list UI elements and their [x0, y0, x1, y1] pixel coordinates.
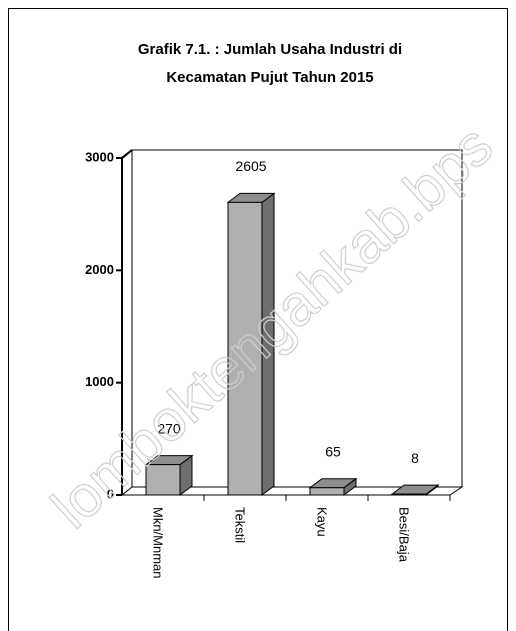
y-tick-label: 2000 [85, 262, 114, 277]
back-wall [131, 149, 463, 487]
bar-face [309, 487, 345, 496]
bar [226, 192, 276, 496]
y-tick-label: 0 [107, 486, 114, 501]
x-tick-label: Mkn/Mnman [151, 507, 166, 579]
y-tick-label: 1000 [85, 374, 114, 389]
x-tick-label: Besi/Baja [397, 507, 412, 563]
x-tick-label: Tekstil [233, 507, 248, 543]
x-tick-label: Kayu [315, 507, 330, 537]
bar-face [227, 201, 263, 496]
data-label: 65 [325, 443, 341, 459]
data-label: 8 [411, 450, 419, 466]
chart-title: Kecamatan Pujut Tahun 2015 [166, 69, 373, 86]
bar-face [145, 464, 181, 496]
bar-face [391, 493, 427, 496]
bar [308, 477, 358, 496]
y-tick-label: 3000 [85, 149, 114, 164]
chart-title: Grafik 7.1. : Jumlah Usaha Industri di [138, 41, 402, 58]
data-label: 270 [157, 420, 181, 436]
bar [144, 454, 194, 496]
data-label: 2605 [235, 158, 266, 174]
bar [390, 484, 440, 496]
